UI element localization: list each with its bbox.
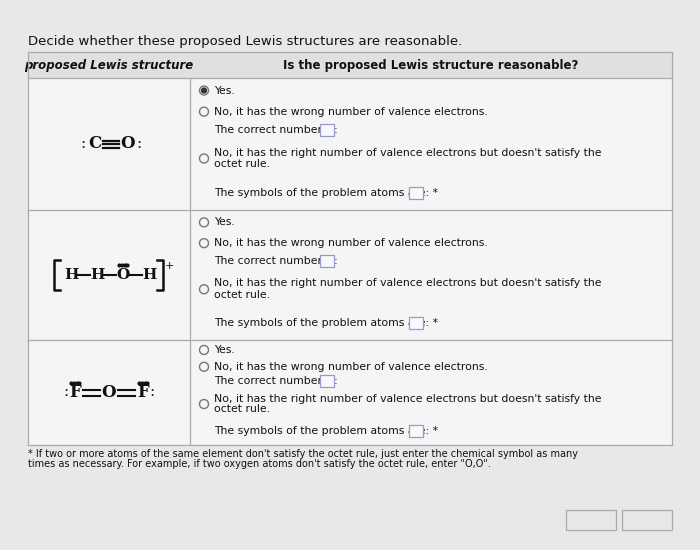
Text: :: : — [136, 137, 141, 151]
Text: No, it has the right number of valence electrons but doesn't satisfy the: No, it has the right number of valence e… — [214, 147, 601, 158]
Text: :: : — [80, 137, 85, 151]
Text: The symbols of the problem atoms are: *: The symbols of the problem atoms are: * — [214, 188, 438, 198]
Text: ↺: ↺ — [640, 513, 653, 527]
Bar — [409, 317, 423, 329]
Text: No, it has the wrong number of valence electrons.: No, it has the wrong number of valence e… — [214, 238, 488, 248]
Text: octet rule.: octet rule. — [214, 290, 270, 300]
Text: * If two or more atoms of the same element don't satisfy the octet rule, just en: * If two or more atoms of the same eleme… — [28, 449, 578, 459]
Text: O: O — [102, 384, 116, 401]
Bar — [28, 52, 672, 445]
Text: proposed Lewis structure: proposed Lewis structure — [25, 58, 194, 72]
Text: H: H — [142, 268, 156, 282]
Text: C: C — [88, 135, 102, 152]
Text: No, it has the wrong number of valence electrons.: No, it has the wrong number of valence e… — [214, 362, 488, 372]
Text: The symbols of the problem atoms are: *: The symbols of the problem atoms are: * — [214, 426, 438, 436]
Bar — [409, 425, 423, 437]
Bar — [320, 124, 334, 136]
Text: F: F — [69, 384, 81, 401]
Text: The symbols of the problem atoms are: *: The symbols of the problem atoms are: * — [214, 318, 438, 328]
Circle shape — [202, 88, 206, 93]
Bar — [28, 52, 672, 78]
Text: No, it has the right number of valence electrons but doesn't satisfy the: No, it has the right number of valence e… — [214, 394, 601, 404]
Text: The correct number is:: The correct number is: — [214, 256, 342, 266]
Text: F: F — [137, 384, 149, 401]
Text: No, it has the wrong number of valence electrons.: No, it has the wrong number of valence e… — [214, 107, 488, 117]
Text: O: O — [120, 135, 135, 152]
Text: No, it has the right number of valence electrons but doesn't satisfy the: No, it has the right number of valence e… — [214, 278, 601, 288]
Text: H: H — [64, 268, 78, 282]
Bar — [320, 255, 334, 267]
Bar — [409, 187, 423, 199]
Bar — [622, 510, 672, 530]
Text: The correct number is:: The correct number is: — [214, 125, 342, 135]
Bar — [566, 510, 616, 530]
Text: Decide whether these proposed Lewis structures are reasonable.: Decide whether these proposed Lewis stru… — [28, 35, 462, 48]
Text: The correct number is:: The correct number is: — [214, 376, 342, 387]
Bar — [320, 376, 334, 387]
Text: Is the proposed Lewis structure reasonable?: Is the proposed Lewis structure reasonab… — [284, 58, 579, 72]
Text: octet rule.: octet rule. — [214, 160, 270, 169]
Text: O: O — [116, 268, 130, 282]
Text: H: H — [90, 268, 104, 282]
Text: :: : — [149, 386, 155, 399]
Text: Yes.: Yes. — [214, 86, 234, 96]
Text: Yes.: Yes. — [214, 345, 234, 355]
Text: Yes.: Yes. — [214, 217, 234, 227]
Text: :: : — [64, 386, 69, 399]
Text: +: + — [165, 261, 174, 271]
Text: octet rule.: octet rule. — [214, 404, 270, 414]
Text: times as necessary. For example, if two oxygen atoms don't satisfy the octet rul: times as necessary. For example, if two … — [28, 459, 491, 469]
Text: X: X — [587, 514, 595, 526]
